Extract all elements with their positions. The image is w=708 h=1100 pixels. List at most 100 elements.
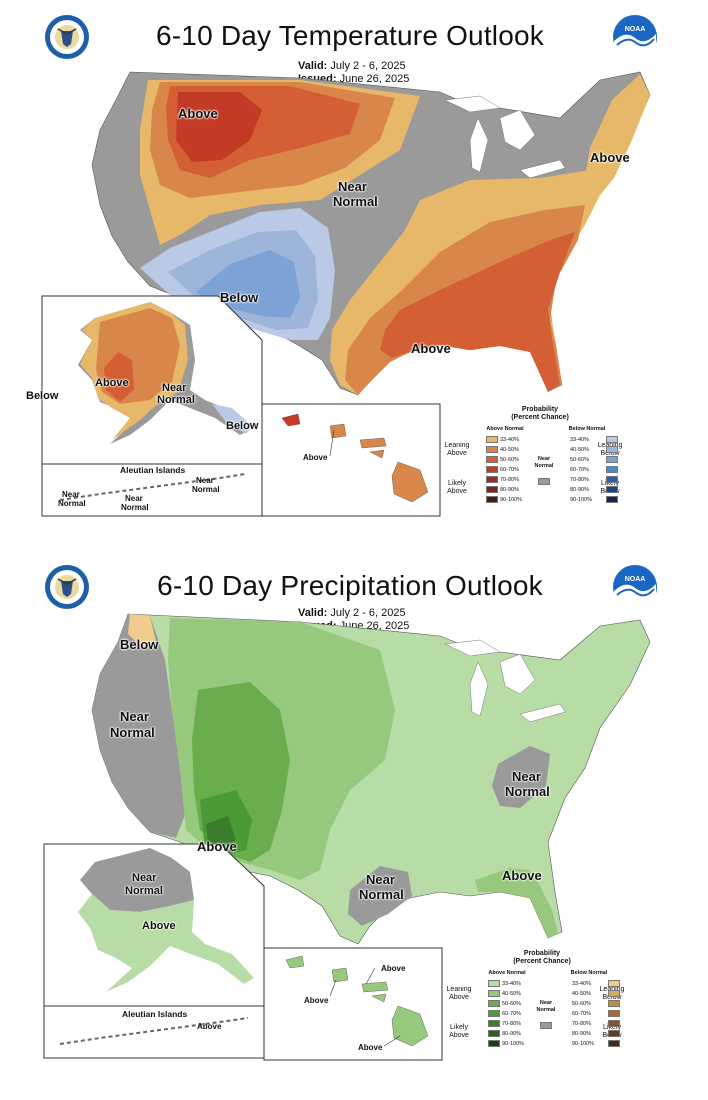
- legend-above-header: Above Normal: [486, 426, 524, 432]
- legend-leaning-below-1: Leaning: [592, 442, 628, 450]
- legend-likely-above: Likely Above: [442, 1024, 476, 1040]
- map-title: 6-10 Day Precipitation Outlook: [157, 570, 543, 601]
- legend-above-swatch: [486, 486, 498, 493]
- label-near-west-1: Near: [120, 709, 149, 724]
- legend-below-swatch: [608, 1040, 620, 1047]
- legend-likely-above: Likely Above: [440, 480, 474, 496]
- legend-above-range-label: 70-80%: [500, 477, 519, 483]
- valid-label: Valid:: [298, 60, 328, 72]
- label-aleut-near-a1: Near: [62, 490, 80, 499]
- hawaii-leader-3: [383, 1035, 401, 1047]
- label-aleut-near-a2: Normal: [58, 499, 86, 508]
- label-hi-above-3: Above: [358, 1043, 383, 1052]
- legend-below-header: Below Normal: [570, 970, 608, 976]
- legend-below-range-label: 70-80%: [570, 477, 589, 483]
- legend-above-range-label: 80-90%: [502, 1031, 521, 1037]
- temperature-legend: Probability (Percent Chance) Above Norma…: [440, 404, 630, 516]
- legend-title-2: (Percent Chance): [513, 958, 571, 965]
- alaska-near-normal-region: [80, 848, 194, 912]
- aleutian-inset-frame: [43, 1005, 265, 1059]
- legend-above-range-label: 33-40%: [500, 437, 519, 443]
- legend-above-swatch: [486, 496, 498, 503]
- hawaii-islands: [285, 955, 429, 1047]
- label-aleut-near-b2: Normal: [121, 503, 149, 512]
- legend-below-swatch: [606, 486, 618, 493]
- aleutian-chain: [59, 473, 246, 501]
- legend-below-swatch: [606, 446, 618, 453]
- valid-dates: Valid: July 2 - 6, 2025: [298, 607, 406, 620]
- label-aleut-near-c1: Near: [196, 476, 214, 485]
- legend-below-range-label: 80-90%: [572, 1031, 591, 1037]
- legend-leaning-above-1: Leaning: [444, 442, 470, 449]
- legend-likely-above-2: Above: [447, 488, 467, 495]
- east-near-normal-region: [492, 746, 550, 808]
- hawaii-label-leader: [329, 429, 335, 457]
- label-ak-near-2: Normal: [157, 394, 195, 406]
- label-near-2: Normal: [333, 194, 378, 209]
- legend-likely-above-1: Likely: [450, 1024, 468, 1031]
- legend-below-swatch: [606, 496, 618, 503]
- legend-above-swatch: [486, 476, 498, 483]
- legend-below-swatch: [606, 436, 618, 443]
- svg-text:NOAA: NOAA: [625, 26, 646, 33]
- temperature-outlook-panel: NOAA 6-10 Day Temperature Outlook Valid:…: [26, 15, 657, 517]
- legend-near-header-2: Normal: [536, 1007, 556, 1013]
- label-ak-near-1: Near: [132, 872, 157, 884]
- valid-label: Valid:: [298, 607, 328, 619]
- label-above-southwest: Above: [197, 839, 237, 854]
- legend-above-swatch: [488, 1010, 500, 1017]
- northeast-above-region: [582, 74, 650, 200]
- legend-above-range-label: 50-60%: [500, 457, 519, 463]
- doc-seal-icon: [45, 565, 89, 609]
- valid-value: July 2 - 6, 2025: [330, 607, 406, 619]
- legend-below-range-label: 40-50%: [572, 991, 591, 997]
- legend-above-range-label: 70-80%: [502, 1021, 521, 1027]
- legend-title-1: Probability: [521, 406, 559, 413]
- legend-above-swatch: [486, 466, 498, 473]
- legend-below-range-label: 33-40%: [572, 981, 591, 987]
- legend-above-range-label: 60-70%: [500, 467, 519, 473]
- legend-leaning-below: Leaning Below: [594, 986, 630, 1002]
- label-aleutian-title: Aleutian Islands: [122, 1009, 188, 1019]
- legend-near-header-1: Near: [539, 1000, 553, 1006]
- label-near-west-2: Normal: [110, 725, 155, 740]
- alaska-above-region: [78, 894, 254, 992]
- label-below-southwest: Below: [220, 290, 259, 305]
- issued-value: June 26, 2025: [339, 73, 410, 85]
- legend-below-swatch: [608, 1030, 620, 1037]
- legend-below-header: Below Normal: [568, 426, 606, 432]
- legend-below-swatch: [608, 980, 620, 987]
- legend-above-header: Above Normal: [488, 970, 526, 976]
- west-above-60-region: [176, 92, 262, 162]
- legend-above-range-label: 33-40%: [502, 981, 521, 987]
- legend-above-swatch: [488, 1030, 500, 1037]
- label-ak-below-west: Below: [26, 390, 59, 402]
- legend-below-range-label: 60-70%: [570, 467, 589, 473]
- precipitation-legend: Probability (Percent Chance) Above Norma…: [442, 948, 632, 1060]
- legend-leaning-above: Leaning Above: [442, 986, 476, 1002]
- hawaii-leader-1: [365, 967, 376, 985]
- legend-near-header-1: Near: [537, 456, 551, 462]
- label-ak-below-se: Below: [226, 420, 259, 432]
- legend-below-range-label: 70-80%: [572, 1021, 591, 1027]
- west-coast-near-normal-region: [92, 614, 186, 838]
- legend-above-range-label: 40-50%: [502, 991, 521, 997]
- label-near-texas-1: Near: [366, 872, 395, 887]
- label-near-east-1: Near: [512, 769, 541, 784]
- doc-seal-icon: [45, 15, 89, 59]
- label-hi-above-2: Above: [304, 996, 329, 1005]
- legend-below-range-label: 33-40%: [570, 437, 589, 443]
- label-below-northwest: Below: [120, 637, 159, 652]
- label-hawaii-above: Above: [303, 453, 328, 462]
- valid-dates: Valid: July 2 - 6, 2025: [298, 60, 406, 73]
- legend-above-range-label: 90-100%: [502, 1041, 525, 1047]
- legend-above-swatch: [486, 446, 498, 453]
- legend-below-swatch: [608, 1010, 620, 1017]
- legend-above-swatch: [488, 980, 500, 987]
- legend-title-1: Probability: [523, 950, 561, 957]
- legend-above-range-label: 60-70%: [502, 1011, 521, 1017]
- label-aleutian-title: Aleutian Islands: [120, 465, 186, 475]
- label-near-texas-2: Normal: [359, 887, 404, 902]
- texas-near-normal-region: [348, 866, 412, 926]
- great-lakes: [444, 95, 566, 179]
